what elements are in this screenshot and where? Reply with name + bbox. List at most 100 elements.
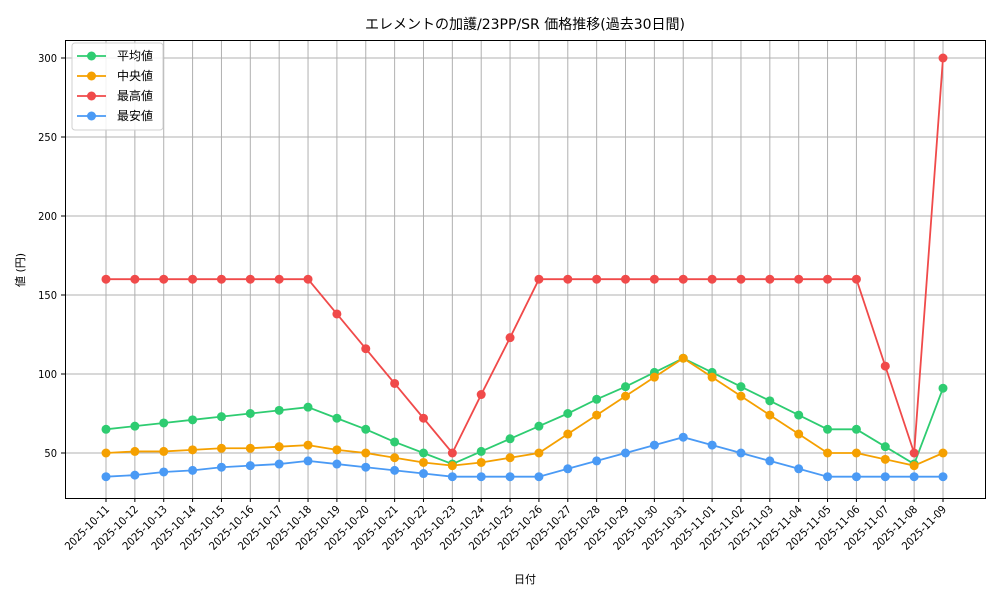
y-tick-label: 150 — [38, 289, 57, 302]
legend-box — [71, 42, 164, 131]
data-point — [505, 434, 515, 444]
data-point — [390, 437, 400, 447]
data-point — [188, 465, 198, 475]
data-point — [707, 274, 717, 284]
data-point — [649, 372, 659, 382]
data-point — [245, 274, 255, 284]
chart-title: エレメントの加護/23PP/SR 価格推移(過去30日間) — [365, 17, 685, 33]
legend-marker-icon — [87, 111, 96, 121]
legend-item: 中央値 — [77, 68, 153, 83]
data-point — [361, 448, 371, 458]
y-tick-label: 250 — [38, 131, 57, 144]
data-point — [563, 274, 573, 284]
data-point — [909, 448, 919, 458]
data-point — [534, 274, 544, 284]
legend-label: 最安値 — [117, 108, 153, 123]
data-point — [851, 274, 861, 284]
data-point — [851, 424, 861, 434]
data-point — [823, 424, 833, 434]
legend-item: 平均値 — [77, 48, 153, 63]
data-point — [159, 467, 169, 477]
data-point — [938, 448, 948, 458]
data-point — [736, 448, 746, 458]
data-point — [332, 309, 342, 319]
data-point — [649, 274, 659, 284]
data-point — [447, 472, 457, 482]
data-point — [534, 421, 544, 431]
series-line — [101, 432, 948, 482]
data-point — [130, 421, 140, 431]
data-point — [765, 456, 775, 466]
data-point — [592, 456, 602, 466]
data-point — [101, 472, 111, 482]
data-point — [245, 443, 255, 453]
data-point — [274, 274, 284, 284]
data-point — [361, 344, 371, 354]
data-point — [534, 472, 544, 482]
data-point — [390, 465, 400, 475]
data-point — [880, 361, 890, 371]
data-point — [736, 274, 746, 284]
data-point — [303, 274, 313, 284]
data-point — [505, 333, 515, 343]
data-point — [621, 448, 631, 458]
data-point — [534, 448, 544, 458]
data-point — [880, 454, 890, 464]
series-line — [101, 353, 948, 469]
y-tick-label: 300 — [38, 52, 57, 65]
data-point — [274, 442, 284, 452]
data-point — [938, 53, 948, 63]
data-point — [332, 445, 342, 455]
data-point — [361, 462, 371, 472]
data-point — [274, 405, 284, 415]
data-point — [274, 459, 284, 469]
data-point — [880, 442, 890, 452]
data-point — [188, 274, 198, 284]
data-point — [390, 453, 400, 463]
data-point — [303, 440, 313, 450]
y-tick-label: 100 — [38, 368, 57, 381]
data-point — [621, 382, 631, 392]
data-point — [938, 383, 948, 393]
data-point — [130, 446, 140, 456]
data-point — [188, 445, 198, 455]
legend-item: 最高値 — [77, 88, 153, 103]
data-point — [649, 440, 659, 450]
data-point — [736, 391, 746, 401]
data-point — [563, 409, 573, 418]
data-point — [765, 274, 775, 284]
y-axis-ticks: 50 100 150 200 250 300 — [38, 52, 65, 460]
data-point — [794, 410, 804, 420]
y-axis-label: 値 (円) — [14, 253, 27, 287]
data-point — [563, 429, 573, 439]
plot-frame — [65, 40, 986, 499]
data-point — [505, 453, 515, 463]
data-point — [707, 440, 717, 450]
data-point — [390, 378, 400, 388]
data-point — [592, 394, 602, 404]
data-point — [476, 390, 486, 400]
data-point — [130, 274, 140, 284]
data-point — [216, 412, 226, 422]
data-point — [245, 409, 255, 418]
data-point — [823, 448, 833, 458]
data-point — [101, 274, 111, 284]
data-point — [851, 448, 861, 458]
data-point — [938, 472, 948, 482]
data-point — [794, 429, 804, 439]
data-point — [678, 432, 688, 442]
data-point — [216, 462, 226, 472]
legend-label: 最高値 — [117, 88, 153, 103]
legend-marker-icon — [87, 51, 96, 61]
data-point — [765, 396, 775, 406]
data-point — [909, 472, 919, 482]
data-point — [447, 448, 457, 458]
data-point — [332, 459, 342, 469]
data-point — [909, 461, 919, 471]
data-point — [476, 446, 486, 456]
data-point — [476, 472, 486, 482]
data-point — [216, 443, 226, 453]
data-point — [361, 424, 371, 434]
